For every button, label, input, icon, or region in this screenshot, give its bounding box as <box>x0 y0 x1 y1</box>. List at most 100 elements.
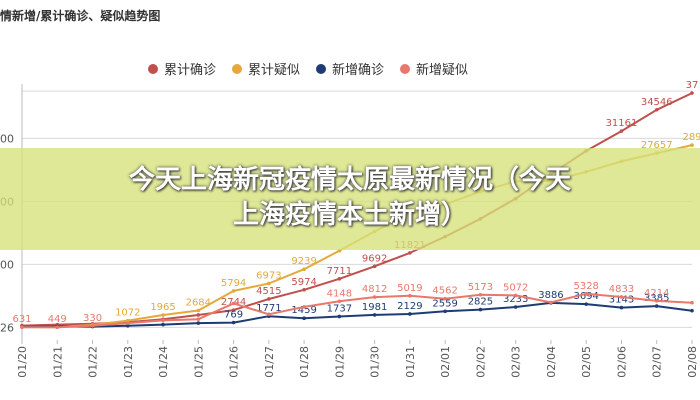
data-label: 1771 <box>256 303 281 314</box>
data-label: 5328 <box>573 281 598 292</box>
x-tick-label: 01/28 <box>298 346 311 378</box>
banner-headline-line-2: 上海疫情本土新增） <box>232 200 467 230</box>
data-point <box>478 293 483 297</box>
data-point <box>125 321 130 325</box>
legend-marker-cumulative-confirmed <box>148 63 158 74</box>
data-point <box>690 143 694 147</box>
data-label: 7711 <box>327 266 352 277</box>
x-tick-label: 01/23 <box>122 346 135 378</box>
banner-headline: 今天上海新冠疫情太原最新情况（今天 上海疫情本土新增） <box>0 163 700 233</box>
series-line <box>22 292 693 329</box>
data-label: 289 <box>682 132 700 143</box>
data-label: 2559 <box>432 298 457 309</box>
data-point <box>654 107 659 112</box>
data-point <box>478 307 483 312</box>
data-label: 5072 <box>503 282 528 293</box>
x-tick-label: 02/02 <box>474 346 487 378</box>
data-label: 4812 <box>362 284 387 295</box>
data-point <box>372 313 377 317</box>
data-point <box>196 321 201 325</box>
data-label: 3694 <box>573 291 598 302</box>
x-tick-label: 01/26 <box>228 346 241 378</box>
title-banner <box>0 148 700 250</box>
data-label: 3143 <box>609 295 634 306</box>
data-point <box>513 305 518 309</box>
data-label: 2129 <box>397 301 422 312</box>
data-label: 1459 <box>291 305 316 316</box>
x-tick-label: 02/06 <box>615 346 628 378</box>
data-label: 4833 <box>609 284 634 295</box>
data-point <box>408 293 412 298</box>
data-point <box>302 267 306 271</box>
data-point <box>302 316 306 321</box>
x-tick-label: 02/08 <box>686 346 699 378</box>
data-label: 9239 <box>291 256 316 267</box>
data-label: 5794 <box>221 278 246 289</box>
data-label: 4562 <box>432 286 457 297</box>
legend-label-new-suspected: 新增疑似 <box>416 63 469 78</box>
data-point <box>90 323 95 328</box>
x-tick-label: 01/30 <box>369 346 382 378</box>
data-label: 9692 <box>362 253 387 264</box>
banner-headline-line-1: 今天上海新冠疫情太原最新情况（今天 <box>128 165 571 195</box>
data-point <box>584 292 589 296</box>
data-label: 4515 <box>256 286 281 297</box>
data-label: 330 <box>83 313 102 324</box>
x-tick-label: 01/31 <box>404 346 417 378</box>
data-point <box>196 308 201 313</box>
data-point <box>337 314 342 319</box>
data-point <box>267 281 271 286</box>
data-point <box>513 293 518 298</box>
data-point <box>408 312 412 316</box>
x-tick-label: 01/24 <box>157 346 170 378</box>
x-tick-label: 01/25 <box>192 346 205 378</box>
legend-label-new-confirmed: 新增确诊 <box>332 63 385 78</box>
data-point <box>690 308 694 313</box>
x-tick-label: 02/04 <box>545 346 558 378</box>
legend-marker-cumulative-suspected <box>232 63 243 74</box>
data-label: 3886 <box>538 290 563 301</box>
legend-item-cumulative-confirmed[interactable]: 累计确诊 <box>148 59 216 78</box>
data-label: 6973 <box>256 270 281 281</box>
data-point <box>196 313 201 317</box>
data-label: 4148 <box>327 288 352 299</box>
data-point <box>161 322 165 327</box>
x-tick-label: 01/20 <box>16 346 29 378</box>
legend-label-cumulative-confirmed: 累计确诊 <box>164 63 217 78</box>
data-label: 1737 <box>327 303 352 314</box>
data-label: 4214 <box>644 288 669 299</box>
data-point <box>231 289 236 293</box>
data-point <box>584 302 589 306</box>
data-point <box>55 325 60 330</box>
legend-item-new-confirmed[interactable]: 新增确诊 <box>316 59 384 78</box>
data-point <box>337 277 342 281</box>
data-label: 449 <box>48 314 67 325</box>
data-point <box>654 304 659 308</box>
x-tick-label: 01/29 <box>333 346 346 378</box>
y-tick-label: 00 <box>0 132 14 145</box>
data-label: 3233 <box>503 294 528 305</box>
data-point <box>690 300 694 305</box>
data-point <box>125 323 130 328</box>
chart-legend: 累计确诊 累计疑似 新增确诊 新增疑似 <box>148 59 468 78</box>
data-label: 34546 <box>641 97 673 108</box>
data-label: 2825 <box>468 297 493 308</box>
x-tick-label: 02/01 <box>439 346 452 378</box>
y-tick-label: 00 <box>0 258 14 271</box>
data-point <box>302 287 306 292</box>
data-point <box>20 325 24 330</box>
data-point <box>161 313 165 317</box>
data-label: 1981 <box>362 302 387 313</box>
legend-label-cumulative-suspected: 累计疑似 <box>248 63 301 78</box>
data-label: 5019 <box>397 283 422 294</box>
data-point <box>337 299 342 304</box>
data-label: 3385 <box>644 293 669 304</box>
legend-item-new-suspected[interactable]: 新增疑似 <box>400 59 468 78</box>
legend-item-cumulative-suspected[interactable]: 累计疑似 <box>232 59 300 78</box>
data-point <box>619 129 624 133</box>
data-point <box>619 305 624 310</box>
data-point <box>231 320 236 325</box>
data-point <box>443 309 447 314</box>
data-label: 37 <box>686 80 699 91</box>
data-point <box>161 318 165 323</box>
